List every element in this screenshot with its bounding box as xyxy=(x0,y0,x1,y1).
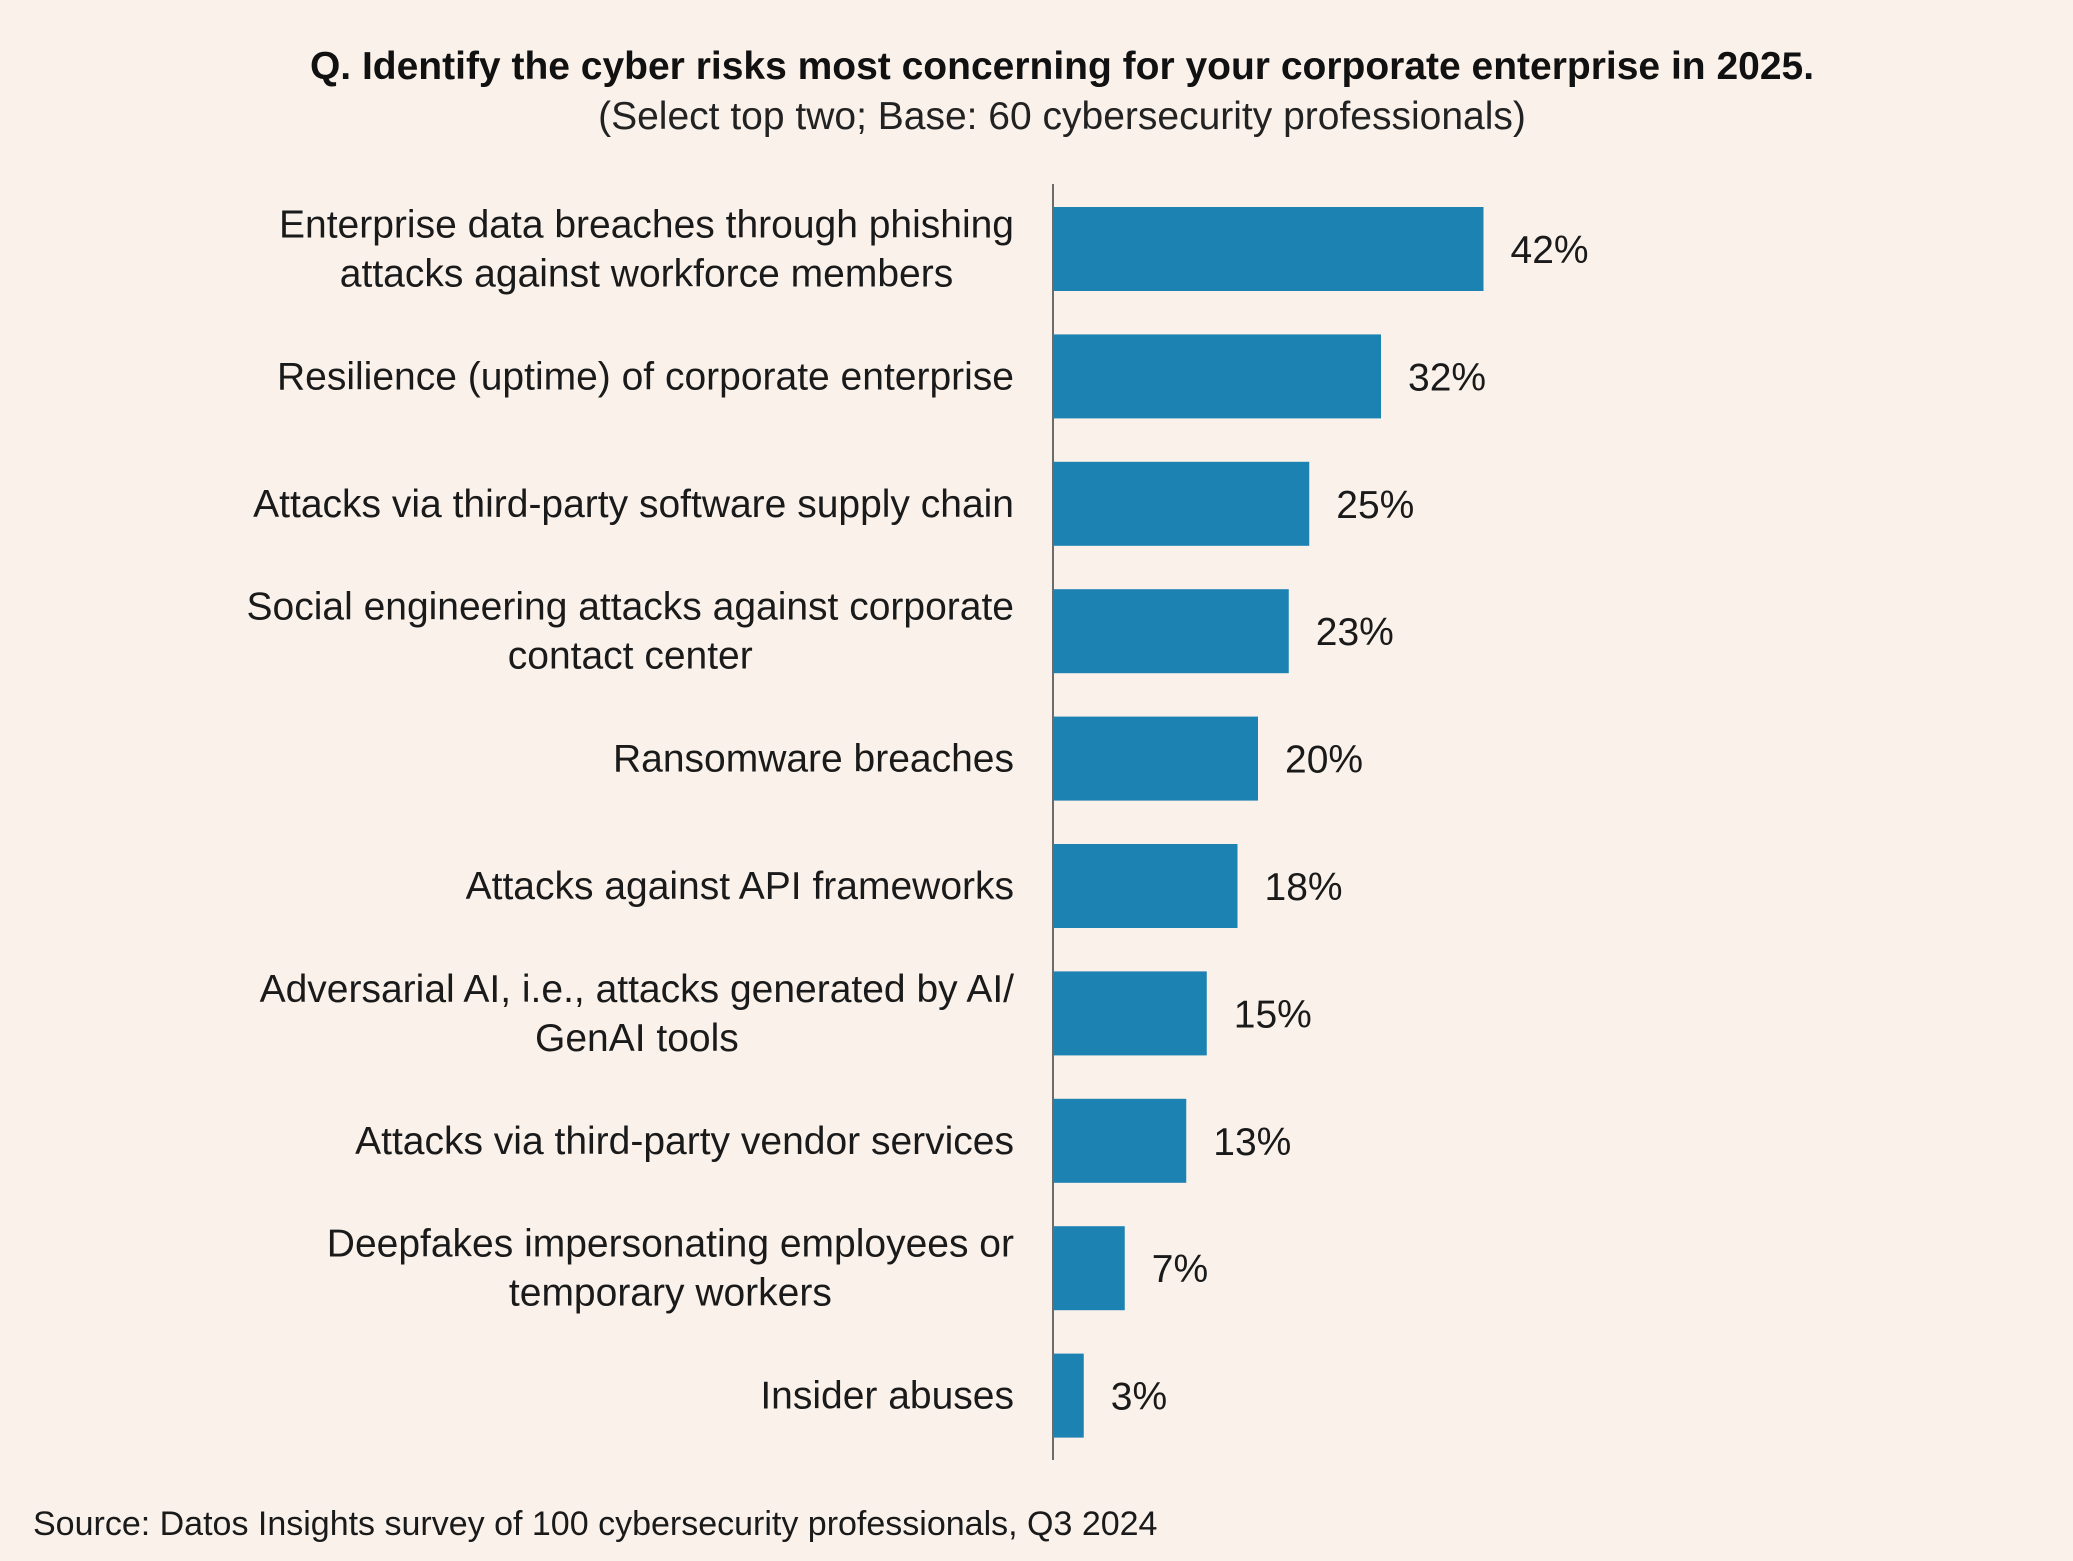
category-label-3-line-1: contact center xyxy=(508,635,753,678)
value-label-5: 18% xyxy=(1265,866,1343,909)
value-label-7: 13% xyxy=(1213,1121,1291,1164)
bar-7 xyxy=(1053,1098,1187,1183)
category-label-7: Attacks via third-party vendor services xyxy=(355,1120,1014,1163)
bar-9 xyxy=(1053,1353,1084,1438)
category-label-0-line-1: attacks against workforce members xyxy=(340,253,953,296)
bar-8 xyxy=(1053,1226,1125,1311)
bar-0 xyxy=(1053,207,1484,291)
bar-5 xyxy=(1053,844,1238,928)
category-label-9: Insider abuses xyxy=(760,1375,1014,1418)
value-label-9: 3% xyxy=(1111,1376,1167,1419)
category-label-1: Resilience (uptime) of corporate enterpr… xyxy=(277,355,1014,398)
category-label-8-line-1: temporary workers xyxy=(509,1272,832,1315)
value-label-4: 20% xyxy=(1285,739,1363,782)
value-label-0: 42% xyxy=(1511,229,1589,272)
category-label-6-line-0: Adversarial AI, i.e., attacks generated … xyxy=(260,968,1015,1011)
category-label-5: Attacks against API frameworks xyxy=(466,865,1014,908)
bar-6 xyxy=(1053,971,1207,1056)
category-label-4: Ransomware breaches xyxy=(613,738,1014,781)
bars-group xyxy=(1053,207,1484,1438)
bar-2 xyxy=(1053,461,1310,546)
category-label-2: Attacks via third-party software supply … xyxy=(253,483,1014,526)
bar-4 xyxy=(1053,716,1258,801)
value-label-1: 32% xyxy=(1408,356,1486,399)
chart-subtitle: (Select top two; Base: 60 cybersecurity … xyxy=(598,95,1526,138)
value-label-2: 25% xyxy=(1336,484,1414,527)
source-note: Source: Datos Insights survey of 100 cyb… xyxy=(33,1505,1157,1543)
value-labels-group: 42% 32% 25% 23% 20% 18% 15% 13% 7% 3% xyxy=(1111,229,1589,1419)
category-label-0-line-0: Enterprise data breaches through phishin… xyxy=(279,204,1014,247)
bar-3 xyxy=(1053,589,1289,674)
category-labels-group: Enterprise data breaches through phishin… xyxy=(247,204,1015,1418)
chart-title: Q. Identify the cyber risks most concern… xyxy=(310,45,1814,88)
value-label-8: 7% xyxy=(1152,1248,1208,1291)
category-label-3-line-0: Social engineering attacks against corpo… xyxy=(247,586,1014,629)
value-label-3: 23% xyxy=(1316,611,1394,654)
value-label-6: 15% xyxy=(1234,993,1312,1036)
category-label-8-line-0: Deepfakes impersonating employees or xyxy=(327,1223,1014,1266)
category-label-6-line-1: GenAI tools xyxy=(535,1017,739,1060)
bar-1 xyxy=(1053,334,1381,419)
